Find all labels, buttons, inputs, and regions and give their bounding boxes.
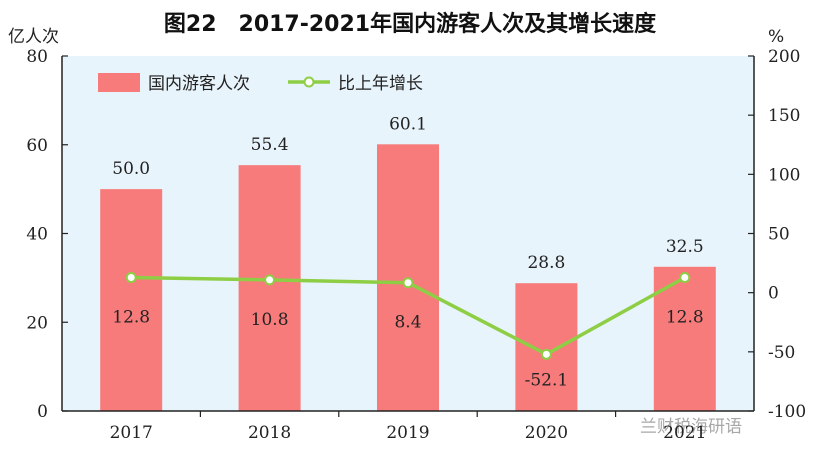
x-tick-label: 2021: [663, 423, 706, 443]
y-left-tick-label: 0: [37, 402, 48, 422]
growth-label-2020: -52.1: [525, 370, 569, 390]
y-right-tick-label: -50: [768, 343, 795, 363]
y-left-unit: 亿人次: [8, 27, 59, 47]
watermark: 兰财税海研语: [640, 417, 742, 437]
y-right-tick-label: 200: [768, 47, 800, 67]
axes: 0 20 40 60 80 -100 -50 0 50 100 150 200 2017 2018 2019…: [26, 47, 806, 443]
legend: 国内游客人次 比上年增长: [98, 73, 423, 94]
y-left-tick-label: 80: [26, 47, 48, 67]
bar-2018: [238, 165, 301, 411]
legend-line-marker: [303, 76, 315, 88]
data-labels: 50.0 55.4 60.1 28.8 32.5 12.8 10.8 8.4 -52.1 12.8: [112, 114, 703, 390]
bar-label-2018: 55.4: [251, 135, 289, 155]
y-right-tick-label: 150: [768, 106, 800, 126]
bar-2017: [100, 189, 163, 411]
x-tick-label: 2017: [110, 423, 153, 443]
chart-title: 图22 2017-2021年国内游客人次及其增长速度: [163, 12, 657, 37]
bar-label-2020: 28.8: [527, 253, 565, 273]
bar-label-2017: 50.0: [112, 159, 150, 179]
legend-line-label: 比上年增长: [338, 74, 423, 94]
y-right-tick-label: -100: [768, 402, 806, 422]
growth-label-2021: 12.8: [666, 308, 704, 328]
growth-point-2021: [679, 272, 691, 284]
bar-2020: [515, 283, 578, 411]
growth-point-2017: [125, 272, 137, 284]
growth-point-2018: [264, 274, 276, 286]
line-series: [125, 272, 691, 360]
bar-label-2021: 32.5: [666, 237, 704, 257]
y-left-tick-label: 20: [26, 313, 48, 333]
growth-label-2017: 12.8: [112, 308, 150, 328]
bar-label-2019: 60.1: [389, 114, 427, 134]
legend-bar-swatch: [98, 73, 140, 92]
y-right-tick-label: 100: [768, 165, 800, 185]
x-tick-label: 2018: [248, 423, 291, 443]
growth-label-2019: 8.4: [394, 313, 421, 333]
y-right-tick-label: 50: [768, 225, 790, 245]
y-left-tick-label: 40: [26, 225, 48, 245]
growth-label-2018: 10.8: [251, 310, 289, 330]
y-right-unit: %: [768, 27, 784, 47]
x-tick-label: 2019: [386, 423, 429, 443]
growth-point-2019: [402, 277, 414, 289]
y-left-tick-label: 60: [26, 136, 48, 156]
legend-bar-label: 国内游客人次: [148, 74, 250, 94]
growth-point-2020: [540, 348, 552, 360]
y-right-tick-label: 0: [768, 284, 779, 304]
x-tick-label: 2020: [525, 423, 568, 443]
